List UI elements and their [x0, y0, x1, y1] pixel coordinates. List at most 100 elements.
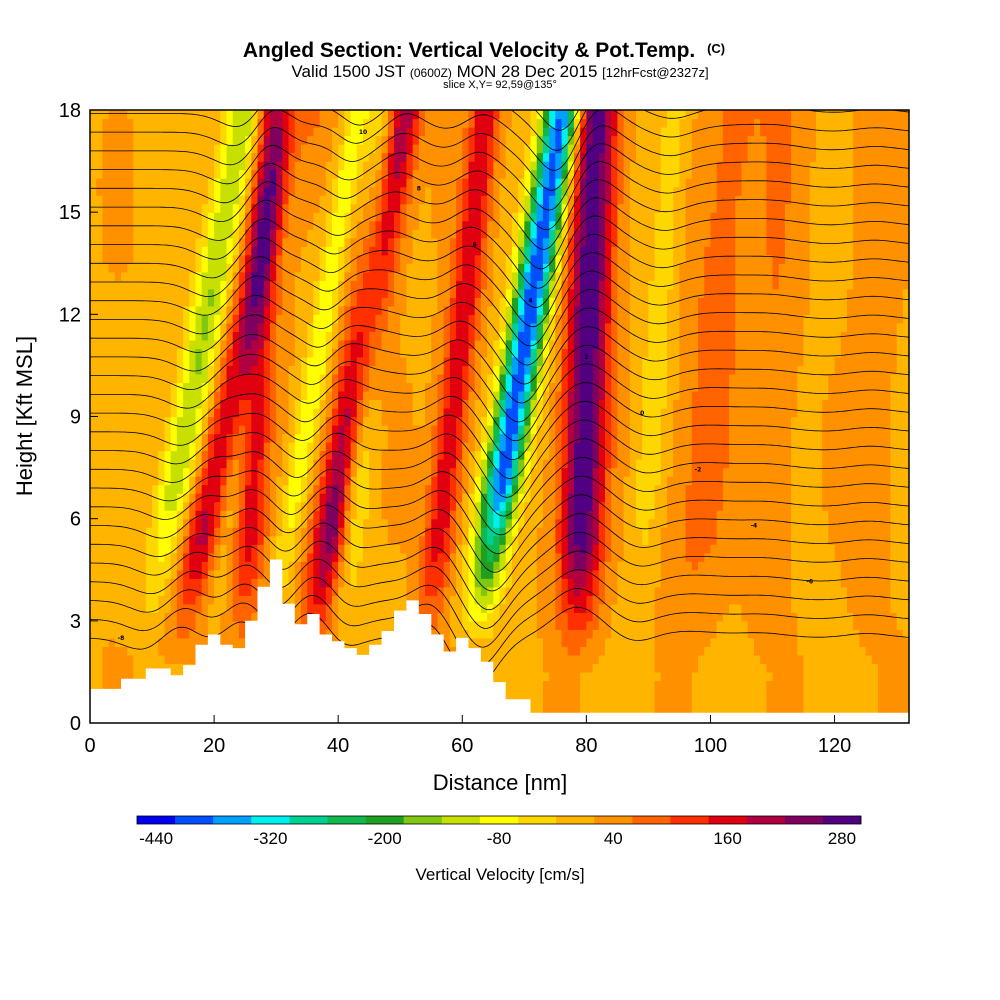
velocity-cell — [387, 518, 395, 528]
velocity-cell — [394, 586, 401, 596]
velocity-cell — [691, 688, 699, 699]
velocity-cell — [300, 476, 308, 486]
velocity-cell — [139, 663, 147, 673]
velocity-cell — [425, 603, 432, 613]
velocity-cell — [288, 407, 296, 418]
velocity-cell — [183, 612, 190, 622]
velocity-cell — [536, 603, 544, 613]
velocity-cell — [518, 654, 525, 664]
velocity-cell — [338, 603, 345, 613]
velocity-cell — [400, 603, 408, 613]
velocity-cell — [344, 544, 352, 554]
velocity-cell — [673, 442, 681, 452]
velocity-cell — [660, 399, 668, 409]
velocity-cell — [716, 425, 724, 435]
velocity-cell — [518, 467, 525, 477]
velocity-cell — [766, 705, 774, 716]
velocity-cell — [90, 501, 97, 511]
velocity-cell — [319, 399, 327, 409]
velocity-cell — [102, 501, 110, 511]
velocity-cell — [437, 535, 445, 545]
velocity-cell — [425, 595, 432, 605]
velocity-cell — [667, 510, 674, 520]
velocity-cell — [170, 433, 178, 443]
velocity-cell — [772, 637, 780, 647]
velocity-cell — [766, 629, 774, 639]
velocity-cell — [449, 442, 457, 452]
velocity-cell — [772, 586, 780, 596]
velocity-cell — [698, 671, 705, 682]
velocity-cell — [784, 407, 792, 418]
velocity-cell — [679, 476, 687, 486]
velocity-cell — [611, 493, 618, 503]
velocity-cell — [127, 671, 135, 682]
velocity-cell — [561, 586, 569, 596]
velocity-cell — [549, 416, 556, 426]
velocity-cell — [629, 586, 637, 596]
velocity-cell — [704, 663, 712, 673]
velocity-cell — [636, 578, 643, 588]
velocity-cell — [468, 501, 476, 511]
velocity-cell — [691, 527, 699, 537]
velocity-cell — [499, 459, 507, 469]
velocity-cell — [133, 637, 141, 647]
velocity-cell — [766, 680, 774, 690]
velocity-cell — [201, 416, 209, 426]
velocity-cell — [592, 569, 600, 579]
velocity-cell — [573, 595, 581, 605]
velocity-cell — [729, 442, 736, 452]
velocity-cell — [542, 586, 550, 596]
velocity-cell — [189, 484, 197, 494]
velocity-cell — [499, 467, 507, 477]
velocity-cell — [716, 680, 724, 690]
velocity-cell — [760, 697, 767, 707]
velocity-cell — [549, 595, 556, 605]
velocity-cell — [617, 399, 625, 409]
velocity-cell — [822, 510, 829, 520]
velocity-cell — [462, 416, 470, 426]
velocity-cell — [325, 629, 333, 639]
velocity-cell — [325, 407, 333, 418]
velocity-cell — [170, 518, 178, 528]
velocity-cell — [331, 493, 339, 503]
velocity-cell — [344, 442, 352, 452]
velocity-cell — [145, 416, 153, 426]
velocity-cell — [704, 407, 712, 418]
velocity-cell — [96, 442, 103, 452]
velocity-cell — [431, 425, 439, 435]
velocity-cell — [121, 442, 128, 452]
velocity-cell — [840, 467, 848, 477]
velocity-cell — [735, 646, 743, 656]
velocity-cell — [226, 637, 234, 647]
velocity-cell — [642, 425, 649, 435]
velocity-cell — [549, 612, 556, 622]
velocity-cell — [815, 416, 823, 426]
velocity-cell — [654, 603, 662, 613]
velocity-cell — [567, 442, 575, 452]
velocity-cell — [828, 663, 836, 673]
velocity-cell — [394, 578, 401, 588]
velocity-cell — [853, 493, 860, 503]
velocity-cell — [226, 620, 234, 630]
velocity-cell — [573, 697, 581, 707]
velocity-cell — [716, 663, 724, 673]
velocity-cell — [654, 697, 662, 707]
velocity-cell — [245, 442, 252, 452]
velocity-cell — [350, 510, 358, 520]
velocity-cell — [90, 612, 97, 622]
velocity-cell — [127, 510, 135, 520]
velocity-cell — [536, 450, 544, 460]
velocity-cell — [183, 518, 190, 528]
velocity-cell — [307, 527, 314, 537]
velocity-cell — [412, 484, 420, 494]
velocity-cell — [834, 612, 842, 622]
velocity-cell — [468, 637, 476, 647]
velocity-cell — [741, 425, 749, 435]
velocity-cell — [766, 578, 774, 588]
velocity-cell — [890, 603, 898, 613]
velocity-cell — [418, 569, 426, 579]
velocity-cell — [884, 425, 891, 435]
velocity-cell — [809, 442, 817, 452]
velocity-cell — [530, 578, 538, 588]
velocity-cell — [114, 501, 122, 511]
